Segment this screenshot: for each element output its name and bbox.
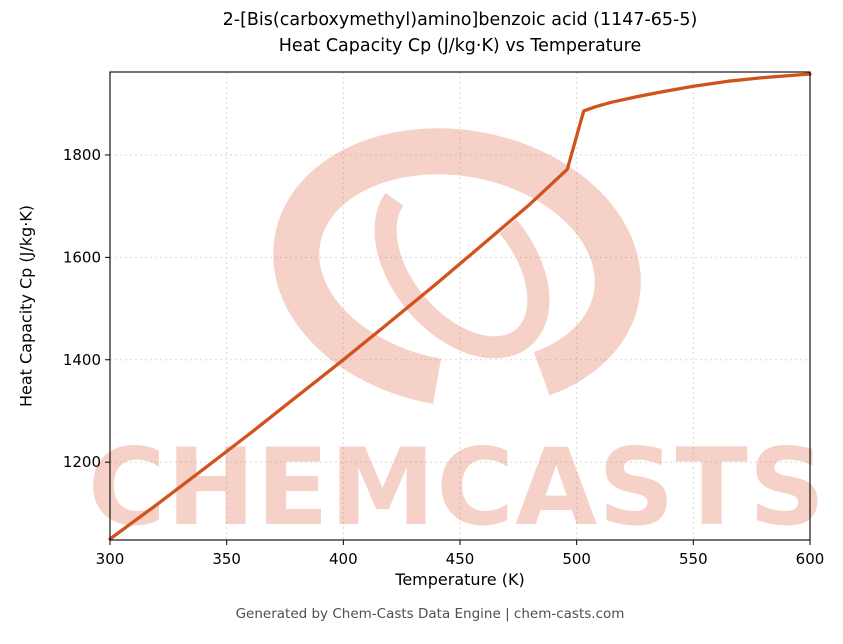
chemcasts-watermark: CHEMCASTS: [88, 128, 826, 549]
chemcasts-logo-inner-swirl: [374, 171, 550, 359]
chart-title-line1: 2-[Bis(carboxymethyl)amino]benzoic acid …: [222, 10, 698, 30]
x-tick-label: 600: [796, 550, 825, 568]
x-tick-label: 550: [679, 550, 708, 568]
y-tick-label: 1400: [63, 351, 101, 369]
y-axis-label: Heat Capacity Cp (J/kg·K): [16, 204, 36, 408]
chemcasts-logo-outer-ring: [273, 128, 641, 408]
x-tick-label: 450: [446, 550, 475, 568]
axis-ticks: 300 350 400 450 500 550 600 1200 1400 1600 1800: [63, 146, 825, 568]
data-series: [108, 72, 812, 541]
x-tick-label: 400: [329, 550, 358, 568]
x-tick-label: 350: [212, 550, 241, 568]
y-tick-label: 1600: [63, 248, 101, 266]
x-axis-label: Temperature (K): [395, 570, 525, 589]
cp-line: [108, 72, 812, 541]
x-tick-label: 500: [562, 550, 591, 568]
chart-title: 2-[Bis(carboxymethyl)amino]benzoic acid …: [110, 8, 810, 60]
footer-credit: Generated by Chem-Casts Data Engine | ch…: [235, 606, 625, 622]
y-tick-label: 1200: [63, 453, 101, 471]
x-tick-label: 300: [96, 550, 125, 568]
chart-title-line2: Heat Capacity Cp (J/kg·K) vs Temperature: [278, 35, 642, 56]
y-tick-label: 1800: [63, 146, 101, 164]
chemcasts-watermark-text: CHEMCASTS: [88, 426, 826, 549]
